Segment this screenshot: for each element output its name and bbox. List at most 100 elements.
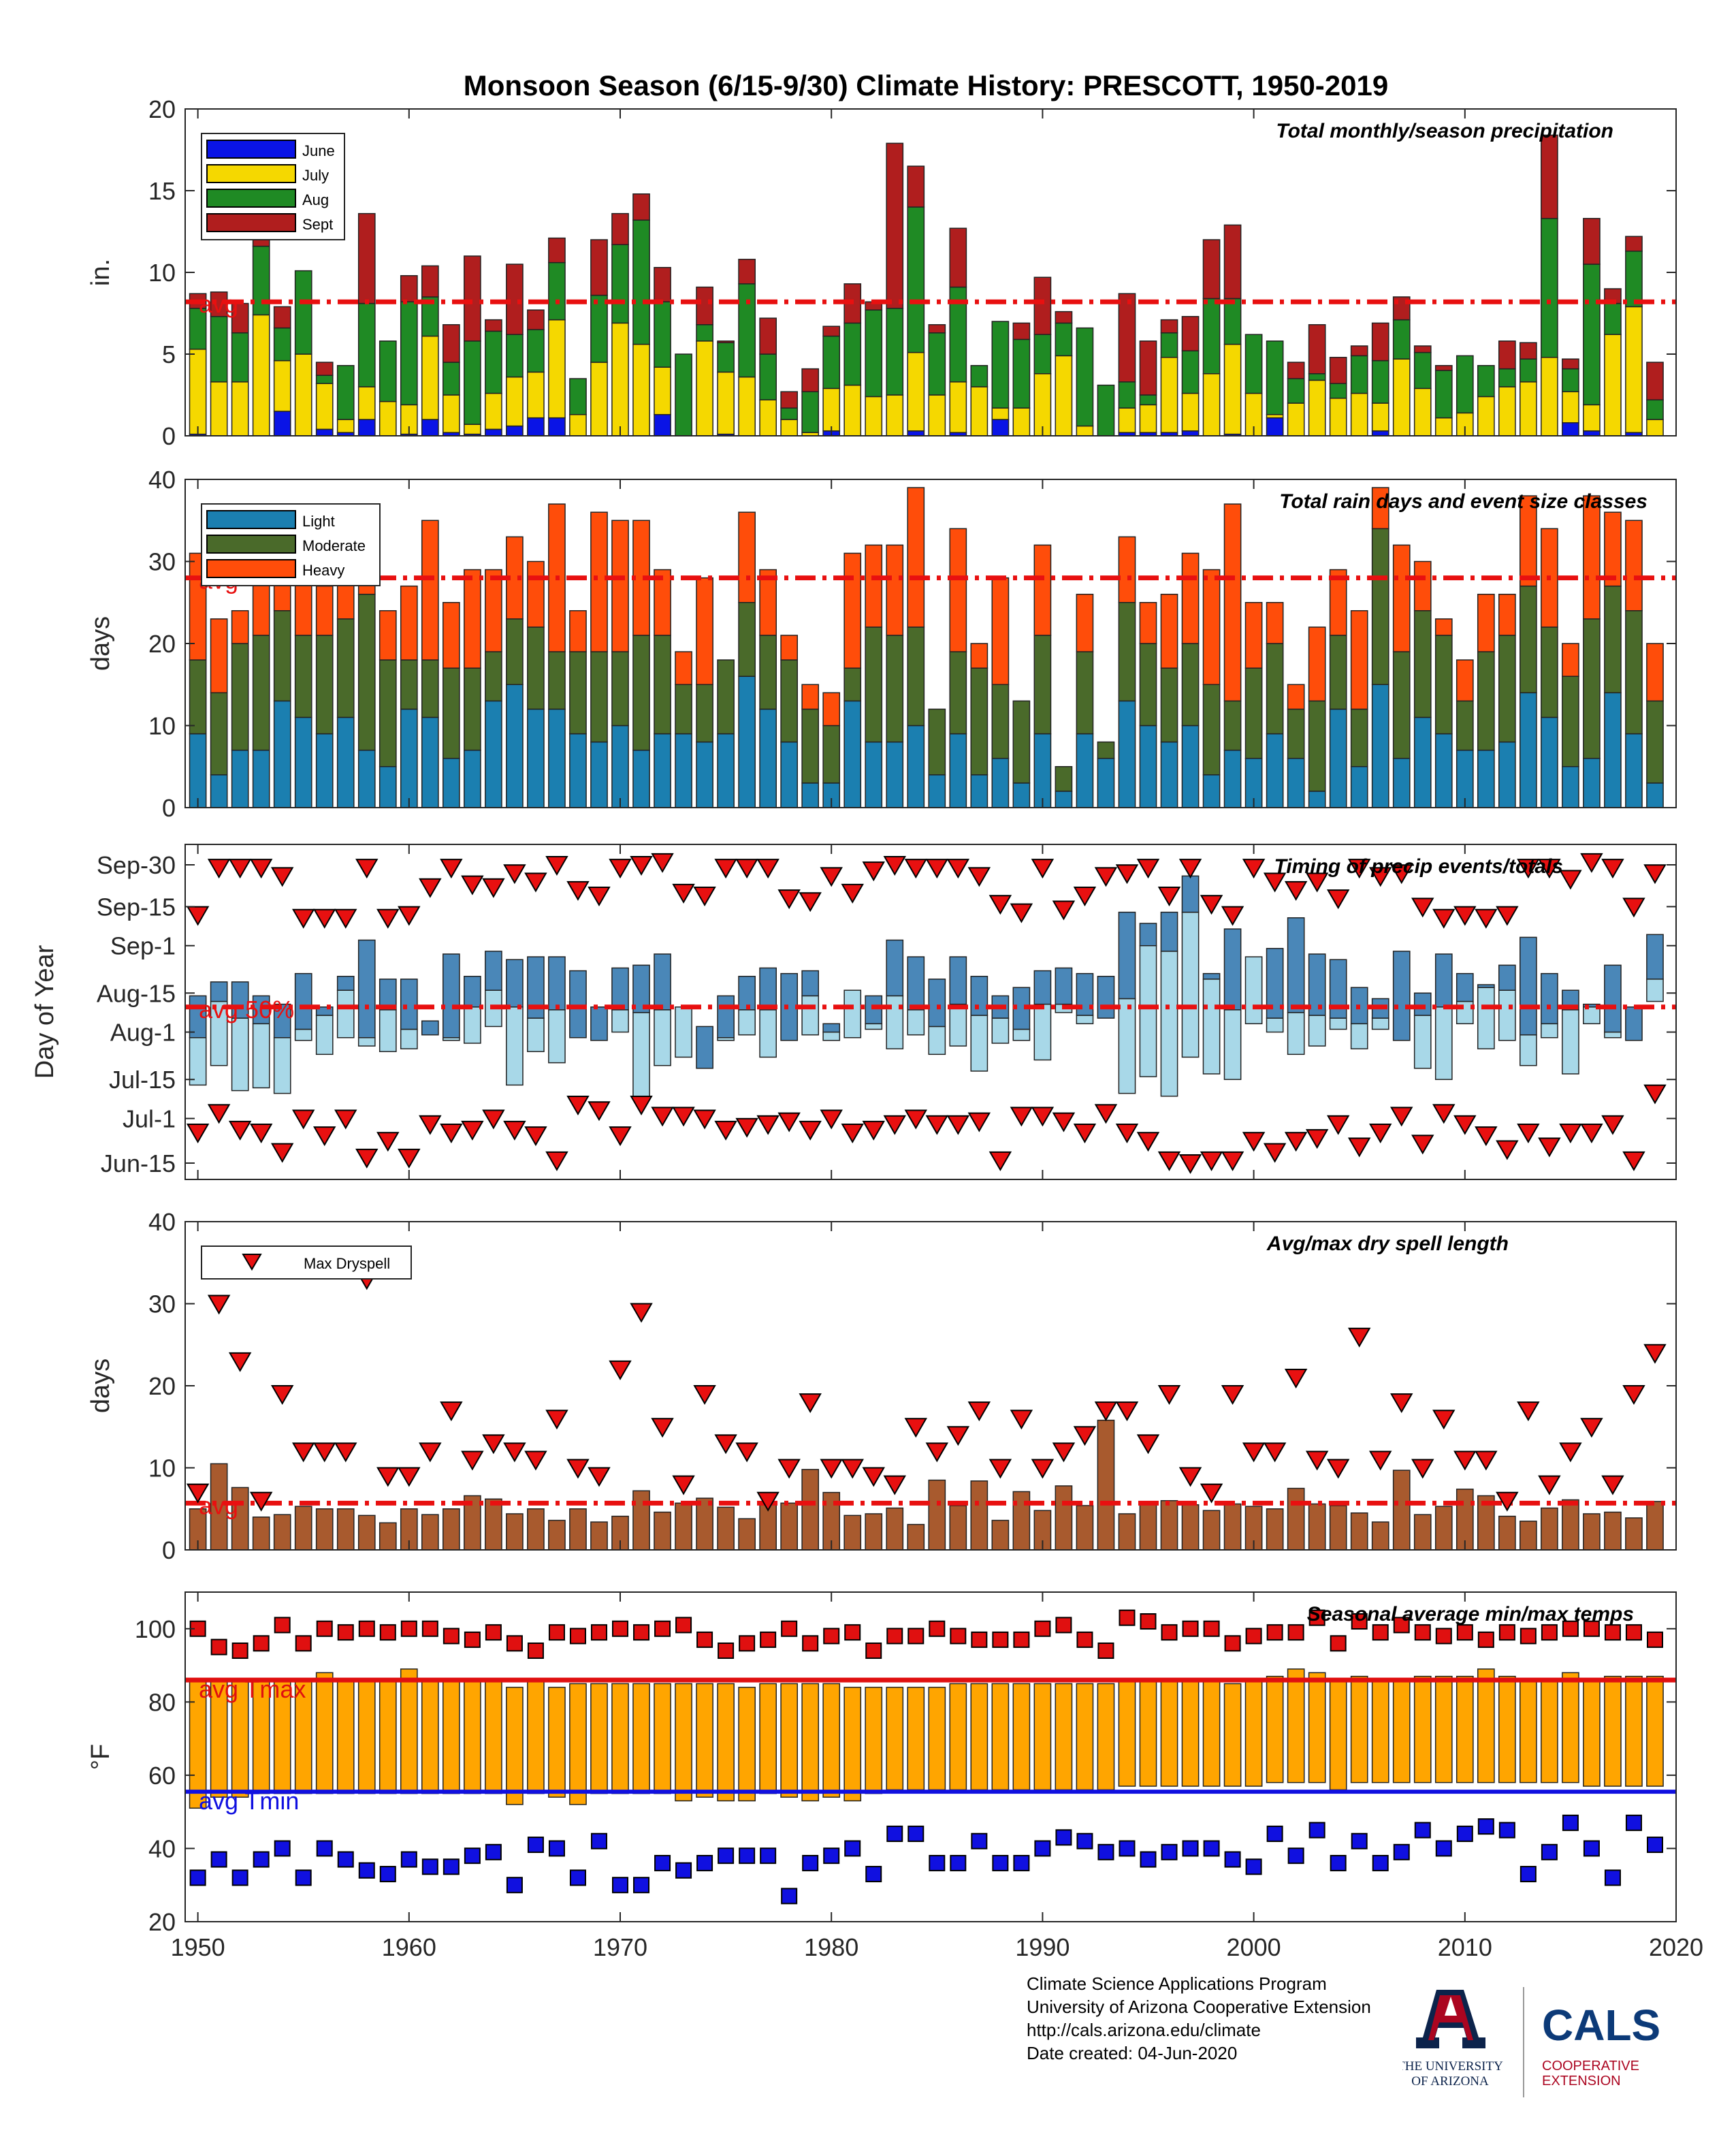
raindays-bar-light <box>315 733 334 808</box>
tmin-extreme-marker <box>823 1847 840 1864</box>
triangle-marker <box>249 1123 273 1143</box>
triangle-marker <box>862 1120 885 1141</box>
raindays-bar-light <box>506 684 524 808</box>
tmax-extreme-marker <box>1140 1613 1157 1630</box>
raindays-bar-light <box>1541 716 1558 808</box>
temp-range-bar <box>1244 1679 1263 1787</box>
timing-bar-early <box>379 1009 397 1053</box>
footer-institution: University of Arizona Cooperative Extens… <box>1027 1997 1371 2017</box>
temp-range-bar <box>1287 1668 1305 1783</box>
tmin-extreme-marker <box>231 1869 248 1886</box>
precip-bar-aug <box>1266 340 1284 415</box>
timing-bar-early <box>675 1006 692 1058</box>
precip-bar-july <box>865 396 883 436</box>
dryspell-avg-bar <box>1012 1491 1031 1551</box>
tmax-extreme-marker <box>1520 1628 1537 1645</box>
timing-bar-early <box>189 1037 207 1086</box>
triangle-marker <box>1538 1137 1561 1158</box>
dryspell-avg-bar <box>590 1521 608 1551</box>
precip-bar-aug <box>886 308 904 396</box>
triangle-marker <box>1010 903 1033 923</box>
raindays-bar-heavy <box>949 528 967 652</box>
temp-range-bar <box>822 1683 841 1798</box>
precip-bar-sept <box>1329 357 1347 384</box>
raindays-bar-light <box>1604 692 1622 808</box>
timing-bar-early <box>1139 944 1157 1077</box>
precip-bar-sept <box>928 324 946 334</box>
tmax-extreme-marker <box>1013 1631 1030 1648</box>
tmin-extreme-marker <box>1541 1843 1558 1860</box>
triangle-marker <box>1580 853 1603 873</box>
timing-bar-early <box>822 1031 841 1041</box>
temp-range-bar <box>843 1687 862 1802</box>
triangle-marker <box>1347 1137 1371 1158</box>
triangle-marker <box>1052 1442 1076 1463</box>
y-tick-label: 60 <box>148 1762 176 1790</box>
footer-credits: Climate Science Applications Program Uni… <box>1027 1972 1371 2065</box>
dryspell-avg-bar <box>1604 1511 1622 1551</box>
tmax-extreme-marker <box>527 1642 544 1660</box>
raindays-bar-moderate <box>780 659 799 743</box>
dryspell-avg-bar <box>1350 1512 1368 1551</box>
plot-frame <box>184 1221 1677 1551</box>
precip-bar-july <box>696 340 713 436</box>
raindays-bar-light <box>252 749 270 808</box>
triangle-marker <box>1326 889 1350 910</box>
y-tick-label: Sep-15 <box>97 893 176 921</box>
precip-bar-july <box>1477 396 1495 436</box>
legend-swatch <box>206 164 296 183</box>
legend-marker <box>242 1254 262 1271</box>
dryspell-avg-bar <box>843 1514 862 1551</box>
precip-bar-june <box>1562 422 1579 436</box>
precip-bar-july <box>1498 386 1516 436</box>
tmin-extreme-marker <box>1161 1843 1178 1860</box>
raindays-bar-heavy <box>421 520 439 661</box>
temp-range-bar <box>210 1679 228 1798</box>
dryspell-avg-bar <box>1392 1470 1411 1551</box>
triangle-marker <box>1347 859 1371 879</box>
triangle-marker <box>1622 898 1645 918</box>
triangle-marker <box>376 1467 400 1487</box>
temp-range-bar <box>1223 1683 1242 1787</box>
triangle-marker <box>1284 1368 1308 1388</box>
precip-bar-aug <box>273 327 291 362</box>
tmax-extreme-marker <box>1477 1631 1494 1648</box>
precip-bar-aug <box>548 261 566 321</box>
precip-bar-aug <box>1160 332 1178 358</box>
timing-bar-early <box>1350 1023 1368 1049</box>
precip-bar-sept <box>1625 236 1643 252</box>
footer-url[interactable]: http://cals.arizona.edu/climate <box>1027 2020 1261 2040</box>
precip-bar-aug <box>1350 355 1368 394</box>
dryspell-avg-bar <box>1625 1517 1643 1551</box>
raindays-bar-moderate <box>1139 643 1157 727</box>
timing-bar-late <box>1181 875 1200 913</box>
triangle-marker <box>291 908 315 929</box>
timing-bar-late <box>1033 970 1052 1005</box>
precip-bar-july <box>1562 391 1579 424</box>
triangle-marker <box>1643 1084 1667 1105</box>
raindays-bar-light <box>548 708 566 808</box>
tmin-extreme-marker <box>886 1825 903 1842</box>
legend-swatch <box>206 140 296 159</box>
triangle-marker <box>1221 1385 1244 1406</box>
precip-bar-july <box>189 349 207 435</box>
y-tick-label: 20 <box>148 95 176 123</box>
temp-range-bar <box>1181 1679 1200 1787</box>
triangle-marker <box>1094 867 1118 887</box>
triangle-marker <box>1242 1442 1266 1463</box>
triangle-marker <box>524 1126 547 1147</box>
triangle-marker <box>1622 1385 1645 1406</box>
precip-bar-june <box>1371 430 1389 436</box>
panel-2: avg010203040daysTotal rain days and even… <box>86 466 1677 822</box>
triangle-marker <box>651 1418 674 1438</box>
precip-bar-july <box>336 419 355 433</box>
timing-bar-late <box>357 939 376 1038</box>
timing-bar-late <box>717 995 735 1038</box>
precip-bar-july <box>315 383 334 430</box>
precip-bar-aug <box>717 342 735 373</box>
raindays-bar-light <box>210 774 228 808</box>
precip-bar-aug <box>780 407 799 420</box>
timing-bar-early <box>1160 951 1178 1097</box>
tmax-extreme-marker <box>1562 1620 1579 1637</box>
timing-bar-early <box>759 1009 777 1058</box>
